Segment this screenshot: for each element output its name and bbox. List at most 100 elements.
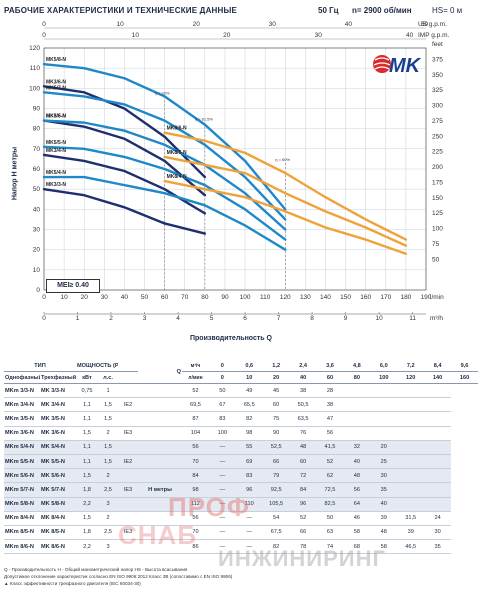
head-value: 84 bbox=[182, 468, 209, 484]
x-unit-label: l/min bbox=[430, 294, 444, 301]
feet-unit-label: feet bbox=[432, 41, 443, 48]
head-label bbox=[138, 525, 182, 541]
head-value bbox=[424, 383, 452, 399]
power-kw: 1,1 bbox=[76, 454, 98, 470]
y-tick-label: 0 bbox=[36, 287, 40, 294]
head-value bbox=[424, 482, 452, 498]
y-tick-label: 10 bbox=[33, 267, 41, 274]
x-tick-label: 40 bbox=[121, 294, 129, 301]
three-phase-model: MK 8/4-N bbox=[40, 511, 76, 526]
x-tick-label: 140 bbox=[320, 294, 331, 301]
table-row: MKm 8/5-N MK 8/5-N 1,8 2,5 IE3 70— —67,5 66 63 58… bbox=[4, 525, 478, 541]
head-value bbox=[343, 411, 371, 427]
head-value: 52 bbox=[316, 454, 344, 470]
head-value: — bbox=[208, 440, 236, 455]
head-value: 74 bbox=[316, 539, 344, 555]
x-tick-label: 30 bbox=[101, 294, 109, 301]
head-value: — bbox=[208, 511, 236, 526]
single-phase-model: MKm 8/6-N bbox=[4, 539, 40, 555]
logo-text: MK bbox=[389, 55, 422, 77]
efficiency-class: IE3 bbox=[118, 525, 138, 541]
table-row: MKm 5/7-N MK 5/7-N 1,8 2,5 IE3 H метры 98—96 92… bbox=[4, 482, 478, 498]
efficiency-class: IE2 bbox=[118, 454, 138, 470]
head-value bbox=[370, 426, 398, 441]
power-hp: 1,5 bbox=[98, 440, 118, 455]
head-value: 48 bbox=[370, 525, 398, 541]
impgpm-tick-label: 40 bbox=[406, 32, 414, 39]
head-value bbox=[397, 397, 425, 413]
curve-mk8-4-n bbox=[163, 179, 408, 255]
power-hp: 2,5 bbox=[98, 482, 118, 498]
head-value: 67,5 bbox=[262, 525, 290, 541]
header-kw: кВт bbox=[76, 371, 98, 384]
chart-curves bbox=[42, 62, 408, 255]
head-value bbox=[424, 454, 452, 470]
three-phase-model: MK 3/6-N bbox=[40, 426, 76, 441]
head-value bbox=[343, 383, 371, 399]
usgpm-tick-label: 30 bbox=[269, 21, 277, 28]
impgpm-tick-label: 20 bbox=[223, 32, 231, 39]
curve-label: MK8/5-N bbox=[167, 150, 187, 156]
three-phase-model: MK 3/3-N bbox=[40, 383, 76, 399]
head-value: 64 bbox=[343, 497, 371, 512]
curve-mk5-5-n bbox=[42, 145, 287, 241]
head-value bbox=[397, 468, 425, 484]
head-value: 112 bbox=[182, 497, 209, 512]
head-value: 50 bbox=[316, 511, 344, 526]
y-tick-label: 110 bbox=[30, 65, 41, 72]
head-value: 98 bbox=[182, 482, 209, 498]
efficiency-label: η = 60% bbox=[275, 157, 290, 162]
efficiency-class bbox=[118, 539, 138, 555]
usgpm-tick-label: 50 bbox=[421, 21, 429, 28]
feet-tick-label: 125 bbox=[432, 210, 443, 217]
curve-label: MK5/5-N bbox=[46, 140, 66, 146]
table-row: MKm 8/4-N MK 8/4-N 1,5 2 56— —54 52 50 46 39 31,5 2… bbox=[4, 511, 478, 526]
feet-tick-label: 100 bbox=[432, 226, 443, 233]
curve-mk3-6-n bbox=[42, 85, 207, 179]
curve-mk3-3-n bbox=[42, 187, 207, 235]
head-value: 72 bbox=[289, 468, 317, 484]
footnote-3: ▲ Класс эффективности трехфазного двигат… bbox=[4, 581, 141, 586]
chart-labels: η = 33% η = 61.5% η = 60% MK3/3-N MK3/4-N MK3… bbox=[46, 57, 290, 188]
head-value: — bbox=[235, 511, 263, 526]
head-label bbox=[138, 468, 182, 484]
head-value bbox=[424, 411, 452, 427]
three-phase-model: MK 5/6-N bbox=[40, 468, 76, 484]
head-value: 46 bbox=[343, 511, 371, 526]
head-value: 31,5 bbox=[397, 511, 425, 526]
three-phase-model: MK 5/8-N bbox=[40, 497, 76, 512]
impgpm-unit-label: IMP g.p.m. bbox=[418, 32, 450, 39]
single-phase-model: MKm 5/8-N bbox=[4, 497, 40, 512]
watermark-line-1: ПРОФ bbox=[168, 492, 251, 522]
x-tick-label: 100 bbox=[240, 294, 251, 301]
head-value: 70 bbox=[182, 525, 209, 541]
x-tick-label: 50 bbox=[141, 294, 149, 301]
head-label bbox=[138, 397, 182, 413]
curve-label: MK5/7-N bbox=[46, 85, 66, 91]
head-value: 83 bbox=[235, 468, 263, 484]
head-value: 83 bbox=[208, 411, 236, 427]
m3h-tick-label: 6 bbox=[243, 315, 247, 322]
curve-label: MK5/8-N bbox=[46, 57, 66, 63]
power-hp: 3 bbox=[98, 539, 118, 555]
head-value: 24 bbox=[424, 511, 452, 526]
page-title: РАБОЧИЕ ХАРАКТЕРИСТИКИ И ТЕХНИЧЕСКИЕ ДАН… bbox=[4, 6, 238, 15]
head-value: 65,5 bbox=[235, 397, 263, 413]
single-phase-model: MKm 3/5-N bbox=[4, 411, 40, 427]
single-phase-model: MKm 5/6-N bbox=[4, 468, 40, 484]
head-value: 96 bbox=[235, 482, 263, 498]
efficiency-class bbox=[118, 411, 138, 427]
head-value: 63,5 bbox=[289, 411, 317, 427]
head-value: 96 bbox=[289, 497, 317, 512]
curve-label: MK3/4-N bbox=[46, 148, 66, 154]
head-value bbox=[343, 397, 371, 413]
usgpm-tick-label: 20 bbox=[193, 21, 201, 28]
head-value: 84 bbox=[289, 482, 317, 498]
head-value: 58 bbox=[370, 539, 398, 555]
head-value bbox=[424, 440, 452, 455]
head-value: 39 bbox=[397, 525, 425, 541]
curve-mk5-4-n bbox=[42, 175, 287, 251]
impgpm-tick-label: 0 bbox=[42, 32, 46, 39]
y-axis-title: Напор H метры bbox=[11, 146, 19, 201]
